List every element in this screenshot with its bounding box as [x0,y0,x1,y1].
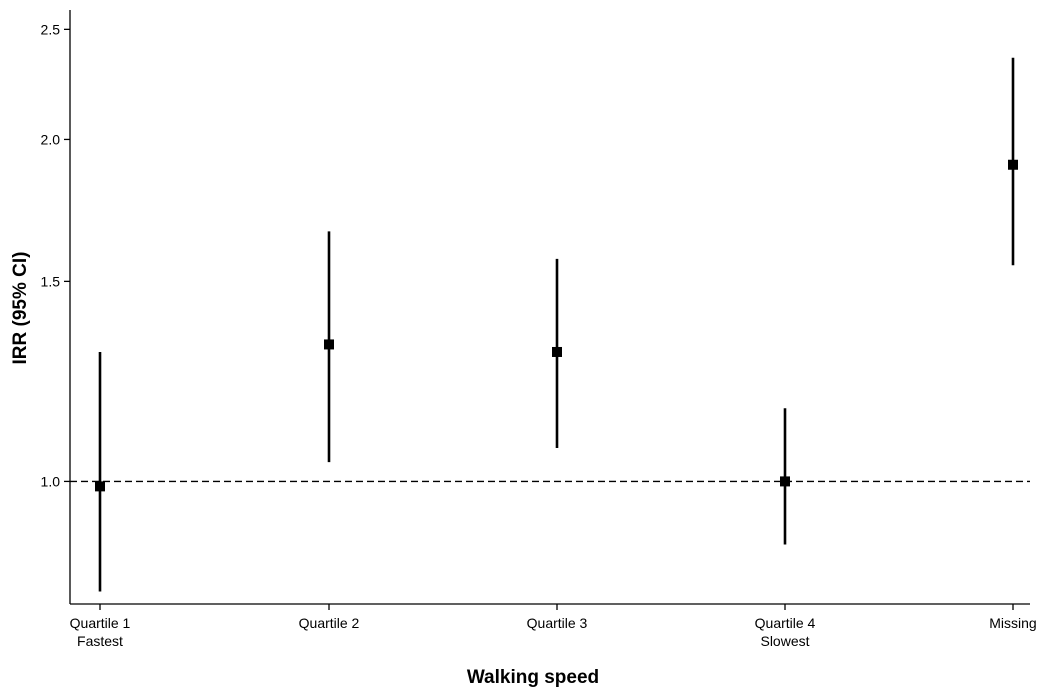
y-axis-ticks: 1.0 1.5 2.0 2.5 [41,21,70,489]
point-estimate [780,476,790,487]
y-tick-label: 2.5 [41,21,61,37]
chart-marks [95,57,1018,592]
point-estimate [552,346,562,357]
x-tick-sublabel: Fastest [77,633,123,649]
x-tick-label: Quartile 1 [70,615,131,631]
x-tick-sublabel: Slowest [760,633,809,649]
point-estimate [324,339,334,350]
y-axis-title: IRR (95% CI) [10,252,31,365]
y-tick-label: 2.0 [41,131,61,147]
x-axis-ticks: Quartile 1 Fastest Quartile 2 Quartile 3 Qua… [70,604,1037,649]
x-tick-label: Missing [989,615,1036,631]
y-tick-label: 1.5 [41,273,61,289]
x-tick-label: Quartile 2 [299,615,360,631]
point-estimate [95,481,105,492]
x-tick-label: Quartile 3 [527,615,588,631]
x-tick-label: Quartile 4 [755,615,816,631]
y-tick-label: 1.0 [41,473,61,489]
x-axis-title: Walking speed [467,667,599,688]
point-estimate [1008,159,1018,170]
